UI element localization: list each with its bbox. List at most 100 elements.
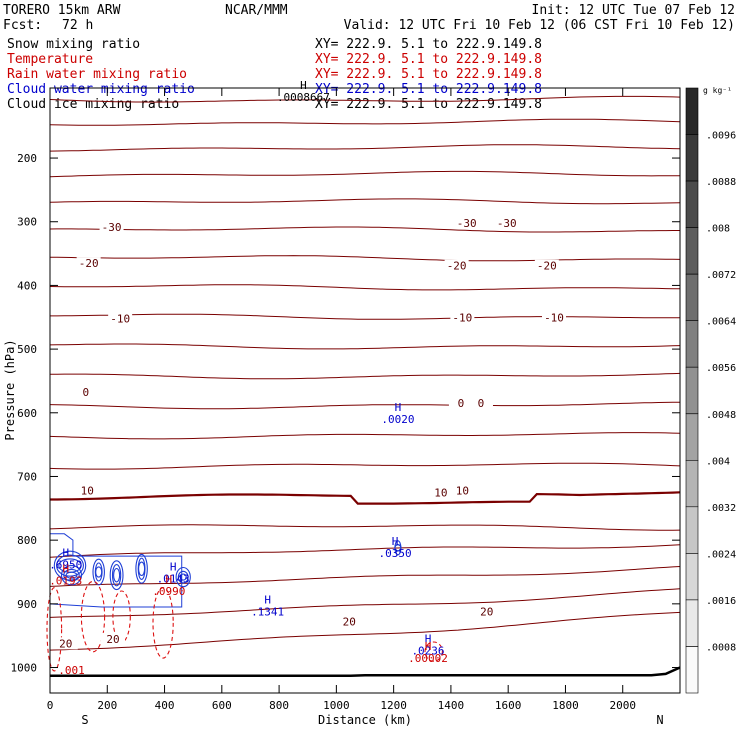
isotherm-label-bg	[73, 385, 98, 398]
colorbar-label: .004	[706, 456, 730, 467]
legend-field-name: Rain water mixing ratio	[7, 67, 187, 82]
isotherm-label: 20	[106, 633, 119, 646]
cloud-water-contour	[53, 550, 87, 581]
extremum-value: .001	[58, 664, 85, 677]
contour-layer	[46, 95, 681, 678]
isotherm-label: 20	[343, 616, 356, 629]
extremum-marker: H	[166, 573, 173, 586]
cloud-water-contour	[95, 566, 103, 578]
colorbar-label: .0048	[706, 410, 736, 421]
x-tick-label: 1800	[552, 699, 579, 712]
isotherm-label: 10	[434, 486, 447, 499]
colorbar-label: .0088	[706, 177, 736, 188]
x-tick-label: 0	[47, 699, 54, 712]
colorbar-label: .0056	[706, 363, 736, 374]
isotherm-label: 10	[81, 484, 94, 497]
isotherm--70	[49, 95, 681, 103]
extremum-marker: H	[170, 560, 177, 573]
extremum-marker: H	[62, 546, 69, 559]
legend-field-xy: XY= 222.9. 5.1 to 222.9.149.8	[315, 37, 542, 52]
x-tick-label: 2000	[609, 699, 636, 712]
cloud-water-contour	[175, 566, 191, 588]
isotherm-label: -30	[457, 217, 477, 230]
colorbar-swatch	[685, 646, 699, 694]
cloud-water-contour	[94, 562, 103, 582]
colorbar-label: .0024	[706, 549, 736, 560]
valid-time: Valid: 12 UTC Fri 10 Feb 12 (06 CST Fri …	[344, 18, 735, 33]
extremum-value: .0350	[379, 547, 412, 560]
colorbar-unit: g kg⁻¹	[703, 86, 732, 95]
colorbar-label: .0016	[706, 596, 736, 607]
colorbar: .0096 .0088 .008 .0072 .0064 .0056 .0048 .004 .0…	[685, 86, 736, 694]
colorbar-swatch	[685, 366, 699, 415]
legend-field-xy: XY= 222.9. 5.1 to 222.9.149.8	[315, 67, 542, 82]
isotherm-label: -10	[110, 313, 130, 326]
extremum-value: .6950	[49, 558, 82, 571]
isotherm-label-bg	[337, 615, 362, 628]
extremum-marker: H	[392, 535, 399, 548]
extremum-value: .0236	[411, 644, 444, 657]
x-tick-label: 1200	[380, 699, 407, 712]
isotherm-label-bg	[53, 637, 78, 650]
cloud-water-contour	[63, 568, 80, 582]
x-tick-label: 1400	[438, 699, 465, 712]
cloud-water-contour	[65, 571, 78, 579]
y-tick-label: 1000	[11, 662, 38, 675]
colorbar-swatch	[685, 599, 699, 647]
isotherm-25	[49, 611, 681, 651]
cloud-water-contour	[113, 567, 121, 583]
isotherm-label: 0	[458, 397, 465, 410]
isotherm-label: 0	[82, 386, 89, 399]
cloud-water-contour	[111, 564, 122, 587]
fcst-label: Fcst:	[3, 18, 42, 33]
isotherm--20	[50, 372, 681, 380]
legend-field-name: Snow mixing ratio	[7, 37, 140, 52]
plot-frame	[49, 87, 681, 694]
colorbar-swatch	[685, 553, 699, 601]
init-time: Init: 12 UTC Tue 07 Feb 12	[532, 3, 736, 18]
y-tick-label: 900	[17, 598, 37, 611]
fcst-value: 72 h	[62, 18, 93, 33]
isotherm--25	[49, 343, 681, 350]
legend-field-xy: XY= 222.9. 5.1 to 222.9.149.8	[315, 52, 542, 67]
colorbar-label: .0072	[706, 270, 736, 281]
isotherm-label: 20	[59, 637, 72, 650]
colorbar-swatch	[685, 273, 699, 322]
y-tick-label: 500	[17, 343, 37, 356]
rain-water-contour	[424, 641, 443, 662]
extremum-marker: H	[264, 593, 271, 606]
isotherm-label-bg	[494, 217, 519, 230]
colorbar-swatch	[685, 506, 699, 554]
isotherm-label-bg	[75, 484, 100, 497]
y-tick-label: 300	[17, 216, 37, 229]
legend-field-name: Cloud ice mixing ratio	[7, 97, 179, 112]
isotherm--50	[49, 198, 681, 205]
isotherm-label: 10	[456, 484, 469, 497]
header: TORERO 15km ARW NCAR/MMM Init: 12 UTC Tu…	[3, 3, 735, 33]
cloud-water-contour	[135, 553, 148, 584]
isotherm--30	[50, 313, 680, 320]
y-tick-label: 800	[17, 534, 37, 547]
legend-field-xy: XY= 222.9. 5.1 to 222.9.149.8	[315, 82, 542, 97]
legend-field-name: Cloud water mixing ratio	[7, 82, 195, 97]
isotherm-15	[49, 566, 681, 587]
isotherm-label: -30	[497, 217, 517, 230]
cloud-water-contour	[137, 557, 146, 580]
extremum-value: .0193	[49, 574, 82, 587]
isotherm--5	[49, 462, 681, 470]
isotherm--65	[49, 118, 681, 126]
cloud-water-contour	[394, 544, 402, 552]
colorbar-swatch	[685, 227, 699, 275]
x-tick-label: 600	[212, 699, 232, 712]
y-tick-label: 600	[17, 407, 37, 420]
isotherm-label-bg	[450, 311, 475, 324]
extremum-value: .0990	[152, 585, 185, 598]
isotherm-label: -20	[537, 260, 557, 273]
colorbar-swatch	[685, 320, 699, 368]
colorbar-swatch	[685, 180, 699, 228]
isotherm--35	[49, 284, 681, 291]
endpoint-right: N	[656, 713, 663, 727]
